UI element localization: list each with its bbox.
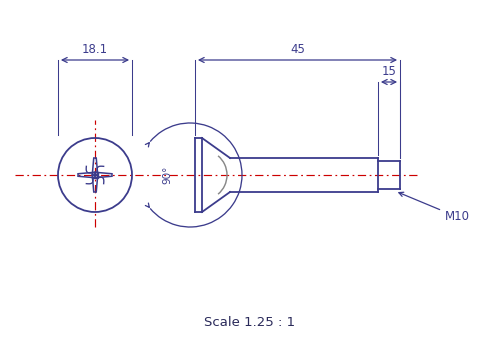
- Text: 90°: 90°: [162, 166, 172, 184]
- Text: 15: 15: [382, 65, 396, 78]
- Bar: [92, 172, 98, 178]
- Text: M10: M10: [399, 192, 470, 224]
- Text: 18.1: 18.1: [82, 43, 108, 56]
- Text: 45: 45: [290, 43, 305, 56]
- Text: Scale 1.25 : 1: Scale 1.25 : 1: [204, 315, 296, 329]
